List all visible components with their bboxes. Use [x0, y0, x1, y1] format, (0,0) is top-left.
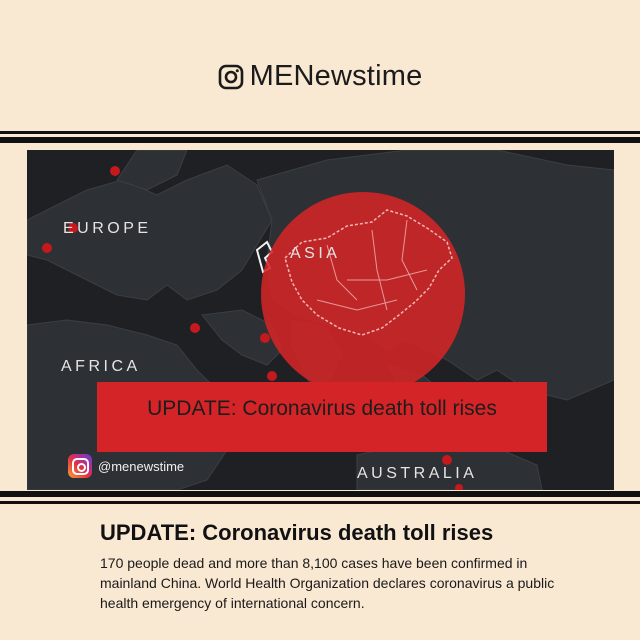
- top-divider-line: [0, 131, 640, 134]
- bottom-divider-line: [0, 501, 640, 504]
- highlighted-border: [255, 240, 274, 274]
- case-marker: [42, 243, 52, 253]
- case-marker: [260, 333, 270, 343]
- social-handle: @menewstime: [68, 454, 184, 478]
- region-label-africa: AFRICA: [61, 358, 141, 375]
- landmass-scandinavia: [116, 150, 188, 191]
- world-map-image: EUROPE ASIA AFRICA AUSTRALIA: [27, 150, 614, 490]
- landmass-arabia: [201, 309, 283, 366]
- instagram-icon: [68, 454, 92, 478]
- update-banner: UPDATE: Coronavirus death toll rises: [97, 382, 547, 452]
- brand-name: MENewstime: [249, 60, 423, 92]
- province-lines: [316, 219, 428, 311]
- case-marker: [455, 484, 463, 490]
- case-marker: [267, 371, 277, 381]
- bottom-divider-line: [0, 491, 640, 497]
- top-divider-line: [0, 137, 640, 143]
- article-headline: UPDATE: Coronavirus death toll rises: [100, 520, 494, 545]
- article-body: 170 people dead and more than 8,100 case…: [100, 555, 555, 611]
- china-outline: [284, 209, 453, 336]
- case-marker: [110, 166, 120, 176]
- brand-header: MENewstime: [0, 60, 640, 93]
- handle-text: @menewstime: [98, 458, 185, 474]
- region-label-asia: ASIA: [290, 245, 341, 262]
- instagram-icon: [218, 64, 243, 89]
- case-marker: [190, 323, 200, 333]
- outbreak-circle: [261, 192, 465, 396]
- region-label-australia: AUSTRALIA: [357, 465, 478, 482]
- case-marker: [442, 455, 452, 465]
- region-label-europe: EUROPE: [63, 220, 152, 237]
- case-marker: [68, 223, 78, 233]
